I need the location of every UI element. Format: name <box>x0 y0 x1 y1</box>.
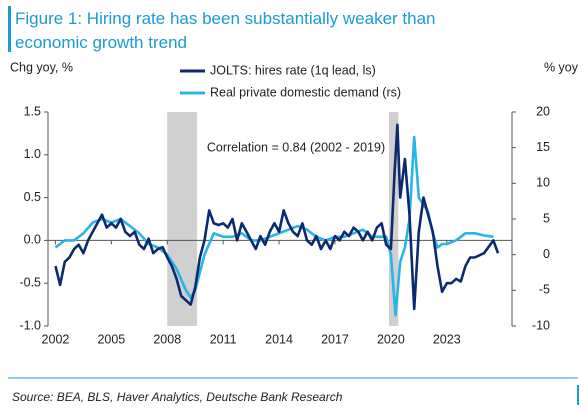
chart-title: economic growth trend <box>15 33 187 52</box>
x-tick-label: 2008 <box>153 332 181 346</box>
legend-label: Real private domestic demand (rs) <box>210 85 401 99</box>
y2-tick-label: -10 <box>532 318 550 332</box>
y-axis-label: Chg yoy, % <box>10 60 73 74</box>
y2-tick-label: 20 <box>536 104 550 118</box>
series-line <box>54 135 494 317</box>
x-tick-label: 2014 <box>265 332 293 346</box>
y2-tick-label: -5 <box>539 283 550 297</box>
y-tick-label: 1.0 <box>24 147 41 161</box>
series-line <box>54 123 500 311</box>
x-tick-label: 2020 <box>377 332 405 346</box>
x-tick-label: 2002 <box>42 332 70 346</box>
y2-tick-label: 5 <box>543 211 550 225</box>
x-tick-label: 2011 <box>210 332 237 346</box>
y-tick-label: 0.5 <box>24 190 41 204</box>
y-tick-label: 0.0 <box>24 233 41 247</box>
x-tick-label: 2005 <box>97 332 125 346</box>
annotation: Correlation = 0.84 (2002 - 2019) <box>207 140 385 154</box>
chart-title: Figure 1: Hiring rate has been substanti… <box>15 9 436 28</box>
x-tick-label: 2023 <box>433 332 461 346</box>
y2-tick-label: 15 <box>536 140 550 154</box>
y-tick-label: 1.5 <box>24 104 41 118</box>
legend-label: JOLTS: hires rate (1q lead, ls) <box>210 63 376 77</box>
recession-shade <box>389 112 399 326</box>
x-tick-label: 2017 <box>321 332 349 346</box>
recession-shade <box>167 112 198 326</box>
y-tick-label: -1.0 <box>19 318 41 332</box>
y-tick-label: -0.5 <box>19 275 41 289</box>
source: Source: BEA, BLS, Haver Analytics, Deuts… <box>12 390 343 404</box>
y2-axis-label: % yoy <box>544 60 579 74</box>
y2-tick-label: 0 <box>543 247 550 261</box>
title-bar <box>8 6 11 52</box>
y2-tick-label: 10 <box>536 176 550 190</box>
